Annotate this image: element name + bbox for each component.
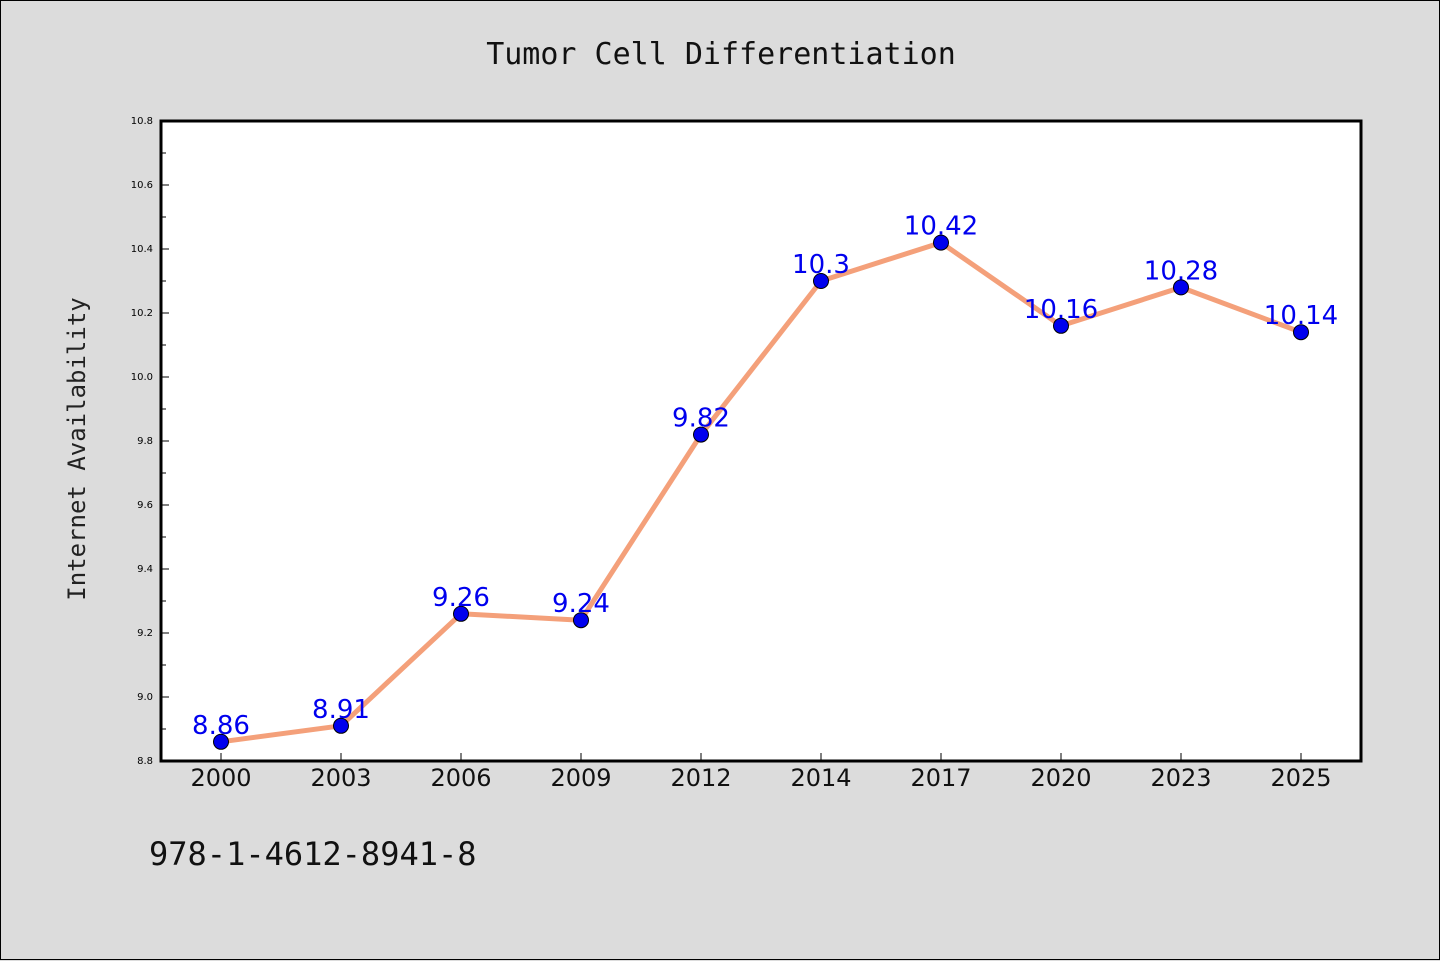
data-label: 10.42 (904, 212, 978, 242)
y-tick-label: 9.8 (137, 436, 153, 447)
data-point (1053, 317, 1069, 334)
data-label: 9.24 (552, 589, 610, 619)
x-tick-label: 2025 (1270, 764, 1331, 792)
y-tick-label: 9.0 (137, 692, 153, 703)
data-point (813, 273, 829, 289)
data-point (1173, 279, 1189, 296)
data-label: 10.3 (792, 250, 850, 280)
x-tick-label: 2000 (190, 764, 251, 792)
data-label: 9.82 (672, 404, 730, 434)
x-tick-label: 2023 (1150, 764, 1211, 792)
x-tick-label: 2020 (1030, 764, 1091, 792)
y-tick-label: 9.4 (137, 564, 153, 575)
series-line-group (220, 240, 1302, 745)
y-tick-label: 10.0 (131, 372, 153, 383)
data-point (933, 234, 949, 251)
x-axis: 2000 2003 2006 2009 2012 2014 2017 2020 2023 2025 (190, 753, 1332, 792)
data-point (693, 426, 709, 443)
x-tick-label: 2009 (550, 764, 611, 792)
isbn-text: 978-1-4612-8941-8 (149, 835, 477, 873)
y-tick-label: 10.8 (131, 116, 153, 127)
x-tick-label: 2006 (430, 764, 491, 792)
plot-area (159, 119, 1363, 763)
data-label: 9.26 (432, 583, 490, 613)
data-markers (213, 234, 1309, 750)
y-tick-label: 9.2 (137, 628, 153, 639)
data-label: 10.16 (1024, 295, 1098, 325)
y-tick-label: 9.6 (137, 500, 153, 511)
x-tick-label: 2003 (310, 764, 371, 792)
y-axis-label: Internet Availability (63, 297, 91, 600)
data-label: 10.28 (1144, 256, 1218, 286)
data-point (453, 605, 469, 622)
data-label: 8.91 (312, 695, 370, 725)
y-tick-label: 10.6 (131, 180, 153, 191)
data-label: 8.86 (192, 711, 250, 741)
chart-title: Tumor Cell Differentiation (486, 37, 956, 72)
y-tick-label: 8.8 (137, 756, 153, 767)
series-line (220, 240, 1302, 745)
data-labels: 8.86 8.91 9.26 9.24 9.82 10.3 10.42 10.16 10.28 1… (192, 212, 1338, 741)
x-tick-label: 2012 (670, 764, 731, 792)
data-point (573, 612, 589, 629)
y-tick-label: 10.4 (131, 244, 153, 255)
data-point (333, 717, 349, 734)
x-tick-label: 2014 (790, 764, 851, 792)
x-tick-label: 2017 (910, 764, 971, 792)
data-label: 10.14 (1264, 301, 1338, 331)
data-point (213, 733, 229, 750)
y-axis: 8.8 9.0 9.2 9.4 9.6 9.8 10.0 10.2 10.4 10.6 10.8 (131, 116, 169, 767)
data-point (1293, 324, 1309, 341)
y-tick-label: 10.2 (131, 308, 153, 319)
